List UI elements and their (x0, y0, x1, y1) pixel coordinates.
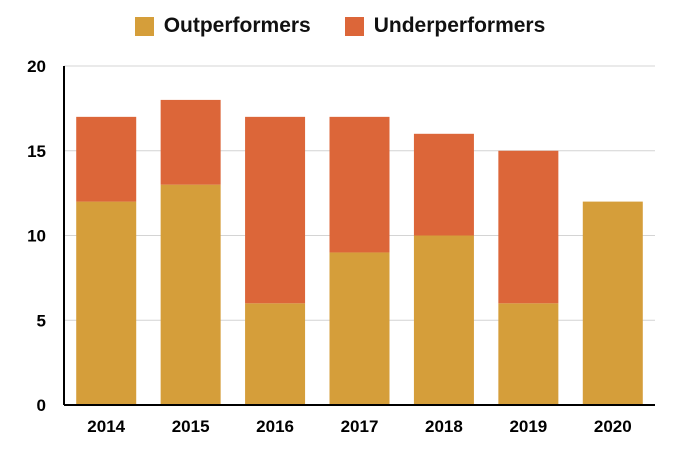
legend-swatch-outperformers (134, 16, 154, 36)
legend-label-underperformers: Underperformers (373, 14, 546, 37)
bar-outperformers-2014 (76, 201, 137, 405)
legend-item-underperformers: Underperformers (344, 14, 546, 38)
bar-underperformers-2016 (245, 116, 306, 304)
bar-outperformers-2015 (160, 184, 221, 405)
y-tick-label: 5 (37, 311, 46, 330)
bar-underperformers-2017 (329, 116, 390, 253)
bar-outperformers-2020 (582, 201, 643, 405)
bar-underperformers-2018 (413, 133, 474, 236)
y-tick-label: 10 (27, 227, 46, 246)
x-tick-label: 2015 (172, 417, 210, 436)
bar-underperformers-2019 (498, 150, 559, 304)
legend-label-outperformers: Outperformers (163, 14, 311, 37)
legend: Outperformers Underperformers (0, 14, 680, 38)
y-tick-label: 15 (27, 142, 46, 161)
x-tick-label: 2019 (509, 417, 547, 436)
x-tick-label: 2017 (341, 417, 379, 436)
x-tick-label: 2016 (256, 417, 294, 436)
bar-outperformers-2019 (498, 303, 559, 405)
legend-item-outperformers: Outperformers (134, 14, 311, 38)
bar-outperformers-2017 (329, 252, 390, 405)
x-tick-label: 2020 (594, 417, 632, 436)
x-tick-label: 2014 (87, 417, 125, 436)
legend-swatch-underperformers (344, 16, 364, 36)
y-tick-label: 20 (27, 57, 46, 76)
bar-underperformers-2014 (76, 116, 137, 202)
bar-outperformers-2016 (245, 303, 306, 405)
y-tick-label: 0 (37, 396, 46, 415)
bar-underperformers-2015 (160, 99, 221, 185)
bar-outperformers-2018 (413, 235, 474, 405)
x-tick-label: 2018 (425, 417, 463, 436)
